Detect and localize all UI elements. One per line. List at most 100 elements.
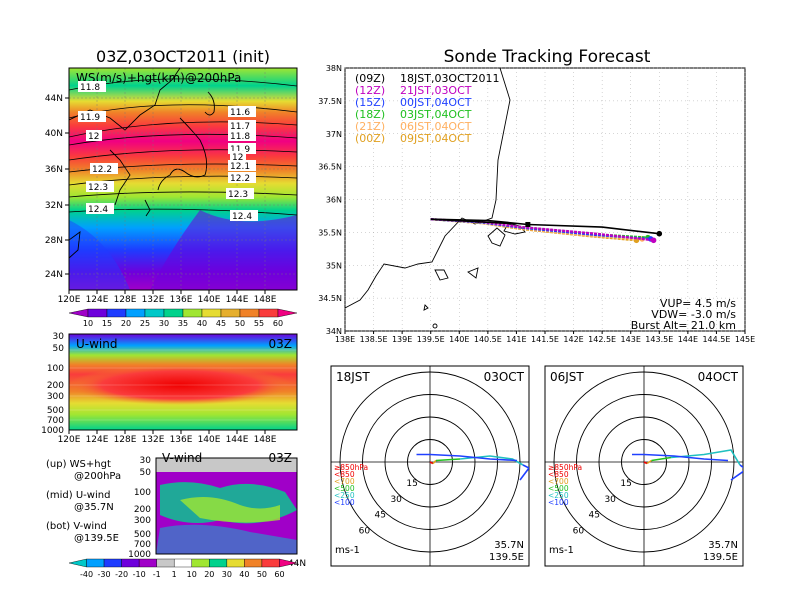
colorbar-swatch — [68, 558, 87, 568]
hodograph-left: 15 30 45 60 18JST 03OCT ≥850hPa<850<700<500<25… — [330, 365, 530, 567]
u-wind-panel: U-wind 03Z 120E 124E 128E 132E 136E 140E 144E 1… — [41, 332, 298, 445]
hodograph-lat: 35.7N — [494, 540, 524, 551]
hodograph-time: 06JST — [550, 370, 584, 384]
colorbar-tick-label: -1 — [153, 570, 161, 579]
legend-note-line: (up) WS+hgt — [46, 459, 111, 470]
colorbar-tick-label: 10 — [83, 319, 93, 328]
colorbar-swatch — [121, 558, 140, 568]
x-tick-label: 136E — [170, 435, 193, 445]
hodograph-date: 03OCT — [484, 370, 525, 384]
x-tick-label: 142.5E — [588, 335, 616, 344]
x-tick-label: 120E — [58, 295, 81, 305]
y-tick-label: 200 — [134, 505, 151, 515]
contour-label: 11.9 — [80, 113, 100, 123]
y-tick-label: 700 — [47, 416, 64, 426]
track-legend-time: (18Z) — [355, 108, 385, 121]
colorbar-swatch — [277, 308, 298, 318]
colorbar-tick-label: 30 — [159, 319, 169, 328]
hodograph-level-label: ≥850hPa — [548, 463, 582, 472]
v-wind-label: V-wind — [162, 451, 202, 465]
colorbar-tick-label: 1 — [172, 570, 177, 579]
colorbar-swatch — [258, 308, 279, 318]
x-tick-label: 144E — [226, 295, 249, 305]
hodograph-line — [632, 453, 729, 462]
x-tick-label: 139.5E — [417, 335, 445, 344]
hodograph-ring-label: 60 — [359, 527, 371, 537]
y-tick-label: 34N — [326, 327, 342, 336]
hodograph-level-label: <700 — [334, 477, 355, 486]
colorbar-tick-label: 40 — [239, 570, 249, 579]
tracking-x-ticks: 138E 138.5E 139E 139.5E 140E 140.5E 141E 141.5E… — [335, 331, 755, 344]
track-endpoint — [650, 237, 657, 244]
contour-label-bg — [86, 130, 102, 141]
hodograph-ring-label: 30 — [604, 495, 616, 505]
colorbar-tick-label: 15 — [102, 319, 112, 328]
track-legend: (09Z) 18JST,03OCT2011 (12Z) 21JST,03OCT (15Z… — [355, 72, 500, 145]
colorbar-swatch — [226, 558, 245, 568]
y-tick-label: 24N — [45, 270, 63, 280]
contour-label-group: 11.811.91212.212.312.411.611.711.811.912… — [78, 81, 258, 222]
contour-label: 12.2 — [230, 174, 250, 184]
hodograph-line — [416, 453, 518, 462]
u-wind-time: 03Z — [269, 337, 293, 351]
hodograph-level-label: <100 — [334, 498, 355, 507]
x-tick-label: 143E — [621, 335, 641, 344]
ws-colorbar: 10 15 20 25 30 35 40 45 50 55 60 — [68, 308, 298, 328]
ws-map-frame — [68, 67, 298, 291]
x-tick-label: 140E — [198, 435, 221, 445]
y-tick-label: 100 — [47, 364, 64, 374]
contour-label: 11.9 — [230, 145, 250, 155]
track-legend-label: 21JST,03OCT — [400, 84, 472, 97]
track-legend-time: (15Z) — [355, 96, 385, 109]
track-line — [430, 218, 517, 225]
hodograph-level-label: <250 — [548, 491, 569, 500]
colorbar-swatch — [220, 308, 241, 318]
contour-label-bg — [228, 143, 256, 154]
y-tick-label: 1000 — [41, 426, 64, 436]
colorbar-swatch — [68, 308, 89, 318]
x-tick-label: 128E — [114, 295, 137, 305]
hodograph-lon: 139.5E — [703, 552, 738, 563]
hodograph-level-label: <500 — [548, 484, 569, 493]
colorbar-swatch — [182, 308, 203, 318]
hodograph-level-label: <100 — [548, 498, 569, 507]
contour-label-bg — [86, 181, 114, 192]
hodograph-level-label: <500 — [334, 484, 355, 493]
vup-text: VUP= 4.5 m/s — [660, 297, 736, 310]
contour-label: 12.3 — [228, 190, 248, 200]
ws-purple-patch — [150, 210, 297, 290]
v-wind-upper-band — [156, 458, 297, 472]
colorbar-tick-label: 10 — [187, 570, 197, 579]
colorbar-tick-label: -40 — [80, 570, 93, 579]
colorbar-swatch — [144, 308, 165, 318]
hodograph-unit: ms-1 — [549, 545, 574, 556]
x-tick-label: 143.5E — [645, 335, 673, 344]
tracking-title: Sonde Tracking Forecast — [444, 47, 651, 67]
colorbar-tick-label: -10 — [133, 570, 146, 579]
hodograph-ring-label: 30 — [390, 495, 402, 505]
legend-note-line: @139.5E — [74, 533, 119, 544]
hodograph-line — [519, 464, 529, 481]
x-tick-label: 148E — [254, 295, 277, 305]
colorbar-swatch — [163, 308, 184, 318]
y-tick-label: 500 — [134, 530, 151, 540]
colorbar-tick-label: 60 — [273, 319, 283, 328]
uv-colorbar: -40 -30 -20 -10 -1 1 10 20 30 40 50 60 — [68, 558, 298, 579]
colorbar-swatch — [191, 558, 210, 568]
track-legend-time: (00Z) — [355, 132, 385, 145]
y-tick-label: 28N — [45, 236, 63, 246]
tracking-panel: Sonde Tracking Forecast (09Z) 18JST,03OCT… — [318, 47, 755, 344]
u-wind-frame — [68, 333, 298, 431]
colorbar-tick-label: 20 — [121, 319, 131, 328]
track-legend-label: 18JST,03OCT2011 — [400, 72, 500, 85]
colorbar-swatch — [209, 558, 228, 568]
hodograph-ring-label: 60 — [573, 527, 585, 537]
hodograph-right: 15 30 45 60 06JST 04OCT ≥850hPa<850<700<500<25… — [544, 365, 744, 567]
colorbar-swatch — [201, 308, 222, 318]
x-tick-label: 142E — [563, 335, 583, 344]
hodograph-line — [435, 458, 461, 462]
v-wind-frame — [155, 457, 298, 555]
x-tick-label: 124E — [86, 295, 109, 305]
track-legend-label: 00JST,04OCT — [400, 96, 472, 109]
tracking-y-ticks: 38N 37.5N 37N 36.5N 36N 35.5N 35N 34.5N 34N — [318, 64, 342, 336]
